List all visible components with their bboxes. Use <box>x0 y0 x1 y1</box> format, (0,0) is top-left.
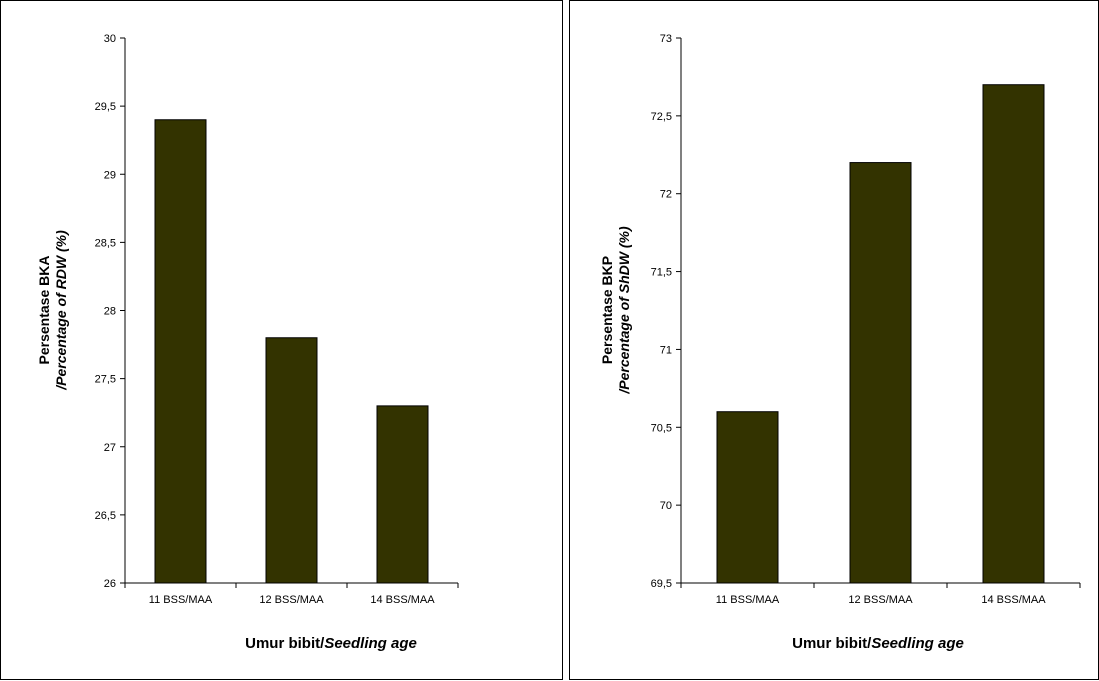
y-axis-title-line1: Persentase BKA <box>36 256 52 365</box>
x-axis-title: Umur bibit/Seedling age <box>245 635 417 652</box>
plot-area: 69,5 70 70,5 71 71,5 72 72,5 73 11 BSS/MAA 12 BSS… <box>651 33 1081 606</box>
y-tick-label: 72,5 <box>651 111 672 123</box>
plot-area: 26 26,5 27 27,5 28 28,5 29 29,5 30 11 BSS/MAA 12 B… <box>95 33 459 606</box>
y-tick-label: 26 <box>104 578 116 590</box>
x-tick-label: 14 BSS/MAA <box>370 594 435 606</box>
chart-svg-right: Persentase BKP /Percentage of ShDW (%) 6… <box>599 33 1081 652</box>
x-axis-title: Umur bibit/Seedling age <box>792 635 964 652</box>
y-tick-label: 27 <box>104 442 116 454</box>
chart-panel-right: Persentase BKP /Percentage of ShDW (%) 6… <box>569 0 1099 680</box>
chart-panel-left: Persentase BKA /Percentage of RDW (%) 26… <box>0 0 563 680</box>
y-tick-label: 71 <box>660 344 672 356</box>
y-axis-title: Persentase BKP /Percentage of ShDW (%) <box>599 226 632 395</box>
x-tick-label: 11 BSS/MAA <box>149 594 213 606</box>
bar <box>265 337 318 584</box>
y-tick-label: 69,5 <box>651 578 672 590</box>
y-tick-label: 71,5 <box>651 267 672 279</box>
y-tick-label: 30 <box>104 33 116 45</box>
x-axis-title-italic: Seedling age <box>324 635 417 652</box>
y-tick-label: 29 <box>104 169 116 181</box>
y-tick-label: 26,5 <box>95 510 116 522</box>
y-tick-label: 70 <box>660 500 672 512</box>
y-tick-label: 72 <box>660 189 672 201</box>
bar <box>154 119 207 584</box>
y-axis-title: Persentase BKA /Percentage of RDW (%) <box>36 230 69 391</box>
y-tick-label: 29,5 <box>95 101 116 113</box>
bar <box>376 405 429 584</box>
y-tick-label: 70,5 <box>651 422 672 434</box>
y-axis-title-line2: /Percentage of RDW (%) <box>53 230 69 391</box>
y-axis-title-line2: /Percentage of ShDW (%) <box>616 226 632 395</box>
x-axis-title-italic: Seedling age <box>871 635 964 652</box>
y-axis-title-line1: Persentase BKP <box>599 256 615 364</box>
y-tick-label: 73 <box>660 33 672 45</box>
x-tick-label: 12 BSS/MAA <box>848 594 913 606</box>
x-axis-title-plain: Umur bibit/ <box>792 635 872 652</box>
chart-svg-left: Persentase BKA /Percentage of RDW (%) 26… <box>36 33 459 652</box>
y-tick-label: 28 <box>104 306 116 318</box>
bar <box>716 411 779 584</box>
y-tick-label: 27,5 <box>95 374 116 386</box>
x-tick-label: 11 BSS/MAA <box>716 594 780 606</box>
x-tick-label: 12 BSS/MAA <box>259 594 324 606</box>
y-tick-label: 28,5 <box>95 237 116 249</box>
bar <box>849 162 912 584</box>
x-tick-label: 14 BSS/MAA <box>981 594 1046 606</box>
bar <box>982 84 1045 584</box>
x-axis-title-plain: Umur bibit/ <box>245 635 325 652</box>
